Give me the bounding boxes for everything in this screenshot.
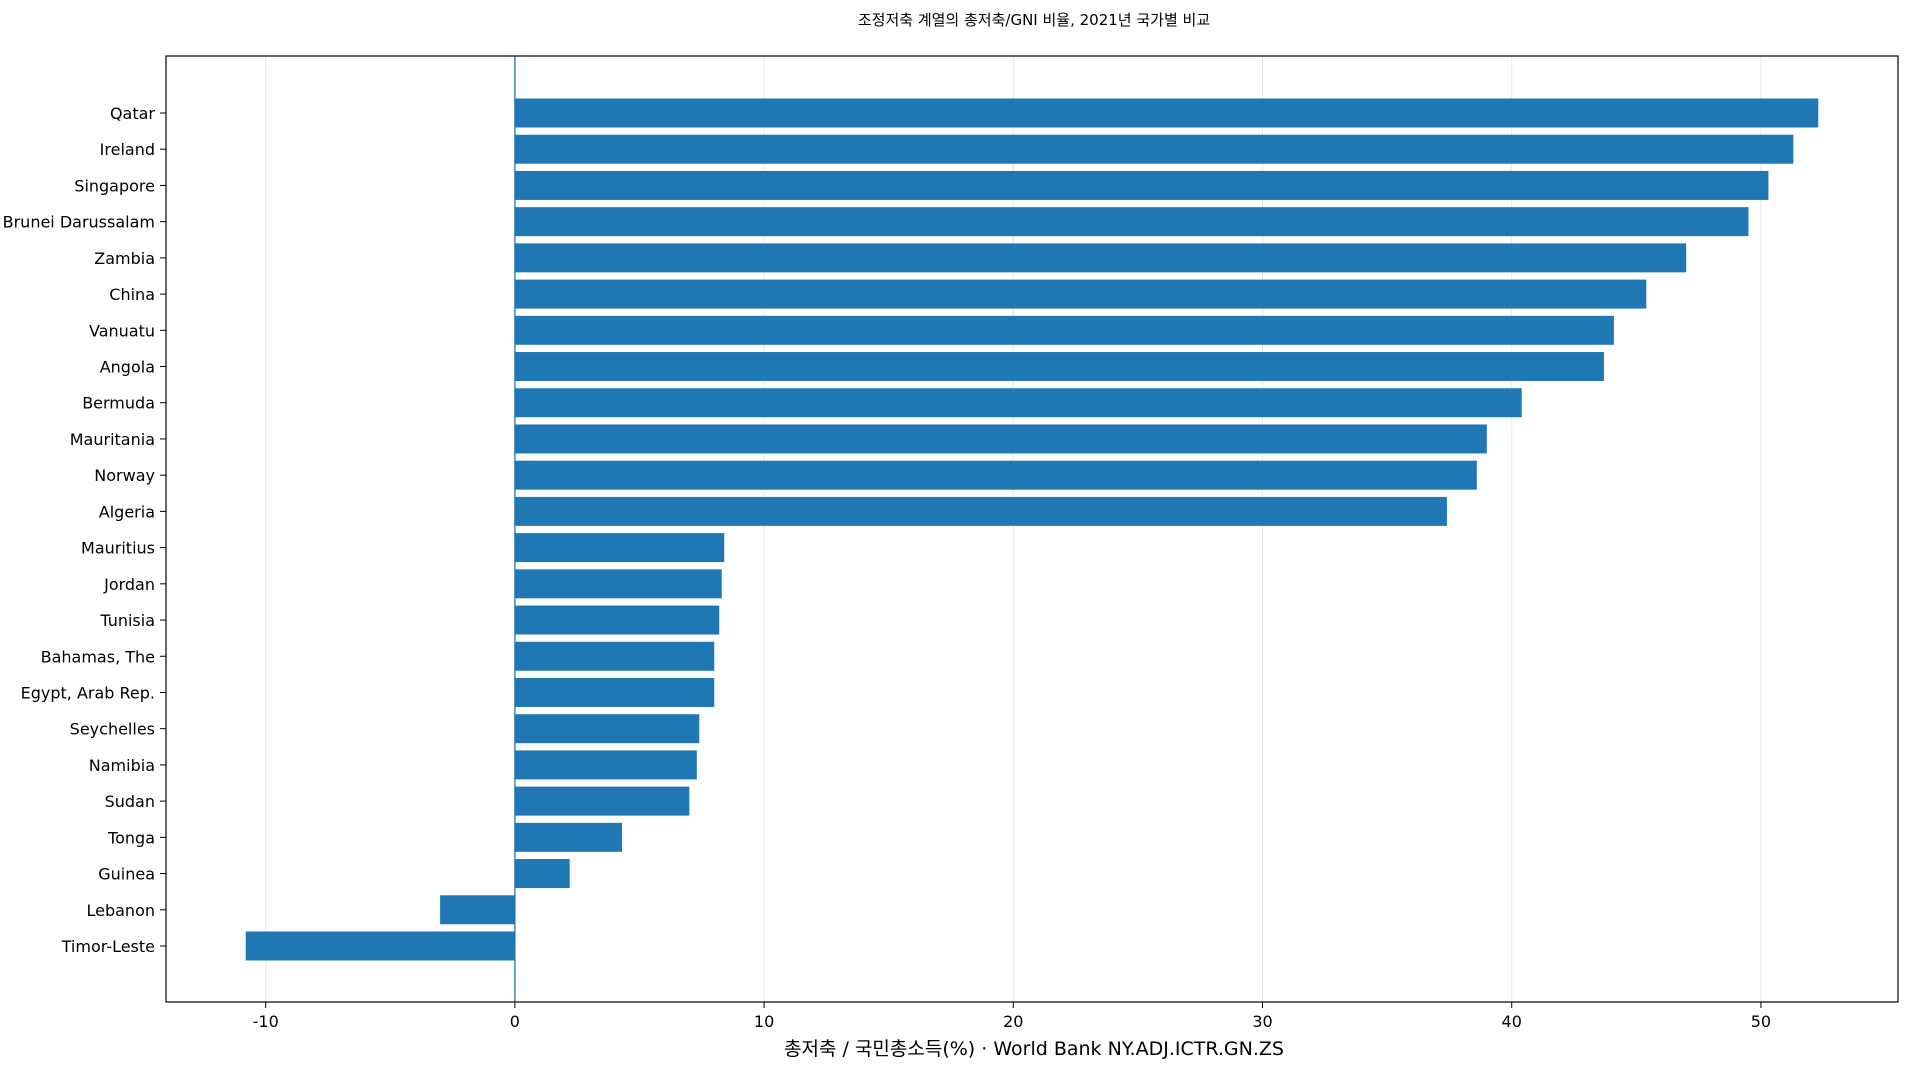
x-tick-label: 50 xyxy=(1751,1012,1771,1031)
y-tick-label: Tonga xyxy=(107,828,155,847)
y-tick-label: Algeria xyxy=(99,502,155,521)
y-tick-label: Tunisia xyxy=(99,611,155,630)
y-tick-label: Angola xyxy=(100,358,155,377)
y-axis-ticks: Qatar Ireland Singapore Brunei Darussalam Za… xyxy=(3,104,166,956)
y-tick-label: Zambia xyxy=(94,249,155,268)
y-tick-label: Jordan xyxy=(103,575,155,594)
y-tick-label: Bahamas, The xyxy=(41,647,155,666)
y-tick-label: Qatar xyxy=(110,104,155,123)
bar-norway xyxy=(514,460,1477,490)
plot-frame xyxy=(165,55,1899,1003)
bar-singapore xyxy=(514,170,1769,200)
x-axis-ticks: -10 0 10 20 30 40 50 xyxy=(253,1002,1771,1031)
y-tick-label: Lebanon xyxy=(86,901,155,920)
bar-mauritania xyxy=(514,424,1487,454)
bar-ireland xyxy=(514,134,1794,164)
bar-algeria xyxy=(514,496,1447,526)
chart-title: 조정저축 계열의 총저축/GNI 비율, 2021년 국가별 비교 xyxy=(858,11,1210,29)
bar-sudan xyxy=(514,786,690,816)
x-tick-label: 20 xyxy=(1003,1012,1023,1031)
x-tick-label: 40 xyxy=(1502,1012,1522,1031)
bar-jordan xyxy=(514,569,722,599)
bar-mauritius xyxy=(514,533,725,563)
bar-lebanon xyxy=(440,895,515,925)
bar-bahamas-the xyxy=(514,641,715,671)
bars xyxy=(245,98,1819,961)
y-tick-label: Norway xyxy=(94,466,155,485)
bar-angola xyxy=(514,352,1604,382)
y-tick-label: Namibia xyxy=(89,756,155,775)
bar-china xyxy=(514,279,1647,309)
x-tick-label: 10 xyxy=(754,1012,774,1031)
bar-brunei-darussalam xyxy=(514,207,1749,237)
y-tick-label: Ireland xyxy=(100,140,155,159)
bar-vanuatu xyxy=(514,315,1614,345)
bar-seychelles xyxy=(514,714,700,744)
y-tick-label: Vanuatu xyxy=(89,321,155,340)
bar-bermuda xyxy=(514,388,1522,418)
x-tick-label: -10 xyxy=(253,1012,279,1031)
y-tick-label: China xyxy=(109,285,155,304)
x-tick-label: 0 xyxy=(510,1012,520,1031)
bar-tunisia xyxy=(514,605,720,635)
bar-egypt-arab-rep xyxy=(514,677,715,707)
bar-namibia xyxy=(514,750,697,780)
y-tick-label: Seychelles xyxy=(70,720,155,739)
y-tick-label: Bermuda xyxy=(82,394,155,413)
y-tick-label: Brunei Darussalam xyxy=(3,213,155,232)
x-tick-label: 30 xyxy=(1252,1012,1272,1031)
bar-tonga xyxy=(514,822,623,852)
bar-zambia xyxy=(514,243,1687,273)
y-tick-label: Timor-Leste xyxy=(61,937,155,956)
y-tick-label: Mauritius xyxy=(81,539,155,558)
x-axis-label: 총저축 / 국민총소득(%) · World Bank NY.ADJ.ICTR.… xyxy=(784,1038,1284,1060)
bar-timor-leste xyxy=(245,931,515,961)
y-tick-label: Guinea xyxy=(98,865,155,884)
bar-qatar xyxy=(514,98,1819,128)
y-tick-label: Egypt, Arab Rep. xyxy=(21,683,155,702)
bar-guinea xyxy=(514,859,570,889)
y-tick-label: Singapore xyxy=(74,176,155,195)
y-tick-label: Sudan xyxy=(105,792,155,811)
y-tick-label: Mauritania xyxy=(70,430,155,449)
